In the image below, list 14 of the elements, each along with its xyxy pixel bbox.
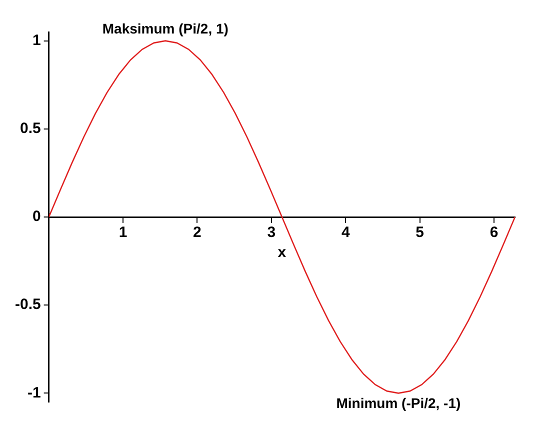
y-tick-label: 1 [32,32,41,49]
x-tick-label: 3 [267,224,276,242]
x-tick-label: 4 [341,224,350,242]
annotation: Minimum (-Pi/2, -1) [336,395,461,412]
x-tick-label: 1 [118,224,128,242]
y-tick-label: 0.5 [20,120,41,138]
x-tick-label: 5 [416,224,424,242]
x-tick-label: 2 [193,224,202,242]
x-axis-title: x [278,244,287,262]
y-tick-label: 0 [32,208,41,226]
x-tick-label: 6 [490,224,498,242]
y-tick-label: -1 [28,384,41,402]
annotation: Maksimum (Pi/2, 1) [102,20,228,37]
y-tick-label: -0.5 [14,296,41,314]
